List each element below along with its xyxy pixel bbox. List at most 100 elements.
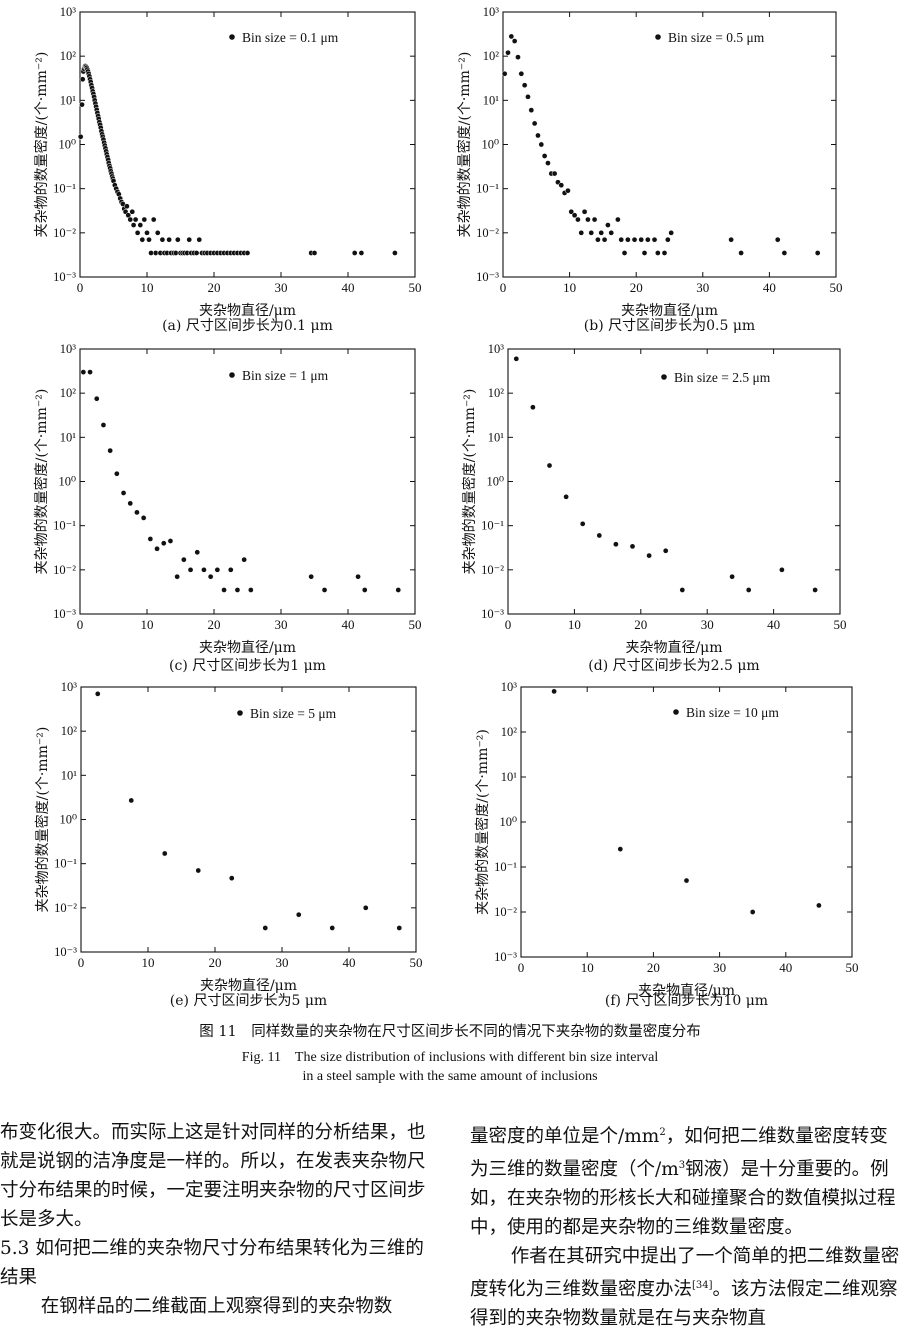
legend-label: Bin size = 0.5 μm [668,30,765,45]
data-point [615,216,621,223]
data-point [396,925,403,931]
x-tick-label: 10 [581,960,594,975]
data-point [311,250,318,256]
chart-subcaption: (e) 尺寸区间步长为5 μm [170,993,327,1009]
paragraph-density-units: 量密度的单位是个/mm2，如何把二维数量密度转变为三维的数量密度（个/m3钢液）… [470,1118,900,1242]
data-point [362,904,369,911]
data-point [152,250,159,256]
x-tick-label: 0 [77,280,84,295]
y-tick-label: 10⁻³ [54,945,77,959]
x-tick-label: 0 [77,617,84,632]
data-point [329,925,336,931]
figure-caption-english-line2: in a steel sample with the same amount o… [302,1069,598,1084]
data-point [201,566,207,573]
data-point [186,236,193,243]
section-title: 如何把二维的夹杂物尺寸分布结果转化为三维的结果 [0,1238,424,1288]
x-tick-label: 40 [342,617,355,632]
data-point [749,909,756,915]
text-column-right: 量密度的单位是个/mm2，如何把二维数量密度转变为三维的数量密度（个/m3钢液）… [470,1118,900,1333]
data-point [227,566,234,573]
data-point [545,160,551,166]
y-tick-label: 10⁻³ [494,950,517,964]
data-point [551,170,558,177]
y-tick-label: 10⁻¹ [54,857,77,871]
data-point [518,70,525,77]
data-point [638,236,645,243]
data-point [571,212,578,219]
x-tick-label: 0 [500,280,507,295]
x-tick-label: 20 [208,617,221,632]
data-point [127,500,134,507]
y-tick-label: 10⁰ [499,815,517,829]
data-point [321,587,328,593]
data-point [598,229,605,236]
superscript: 2 [659,1127,666,1138]
y-tick-label: 10⁻² [54,901,77,915]
data-point [172,250,179,256]
legend-marker [229,34,235,40]
data-point [358,250,365,256]
data-point [513,355,520,362]
data-point [196,236,203,243]
data-point [351,250,358,256]
x-tick-label: 50 [410,955,423,970]
data-point [194,549,201,556]
text-run: 作者在其研究中提出了一个简单的把二维数量密度转化为三维数量密度办法 [470,1246,900,1301]
data-point [129,208,136,215]
y-tick-label: 10² [60,49,77,63]
data-point [154,229,161,236]
data-point [160,540,167,547]
data-point [535,132,541,139]
data-point [515,54,521,61]
text-run: 。该方法假定二维观察得到的夹杂物数量就是在与夹杂物直 [470,1279,898,1330]
x-tick-label: 50 [834,617,847,632]
x-tick-label: 30 [696,280,709,295]
data-point [150,216,157,223]
data-point [591,216,598,223]
data-point [127,216,134,223]
legend-label: Bin size = 1 μm [242,368,329,383]
y-tick-label: 10⁰ [59,813,77,827]
x-tick-label: 0 [505,617,512,632]
y-tick-label: 10¹ [488,430,505,444]
data-point [608,229,615,236]
data-point [505,49,511,56]
data-point [147,536,154,542]
data-point [195,867,202,874]
legend-marker [673,709,679,715]
data-point [613,541,619,548]
paragraph-2d-section: 在钢样品的二维截面上观察得到的夹杂物数 [40,1296,393,1317]
data-point [94,690,101,697]
y-tick-label: 10³ [61,680,78,694]
plot-frame [79,348,416,615]
legend-label: Bin size = 0.1 μm [242,30,339,45]
y-tick-label: 10⁰ [481,138,499,152]
x-tick-label: 0 [518,960,525,975]
data-point [781,250,788,256]
section-number: 5.3 [0,1238,30,1259]
y-axis-label: 夹杂物的数量密度/(个·mm⁻²) [34,727,51,913]
x-axis-label: 夹杂物直径/μm [199,302,296,319]
data-point [546,462,553,469]
data-point [93,395,100,402]
data-point [541,153,548,159]
data-point [137,222,144,228]
data-point [728,236,734,243]
y-tick-label: 10⁻² [53,226,76,240]
data-point [816,902,822,909]
data-point [154,545,160,552]
data-point [221,587,227,593]
y-tick-label: 10⁰ [58,475,76,489]
data-point [174,236,181,243]
data-point [588,229,595,236]
y-tick-label: 10⁻³ [53,270,76,284]
legend-marker [661,374,667,380]
data-point [565,187,571,194]
data-point [355,573,361,580]
data-point [525,93,531,100]
data-point [114,470,120,477]
data-point [538,141,545,148]
data-point [120,490,127,496]
data-point [738,250,744,256]
data-point [174,573,180,580]
